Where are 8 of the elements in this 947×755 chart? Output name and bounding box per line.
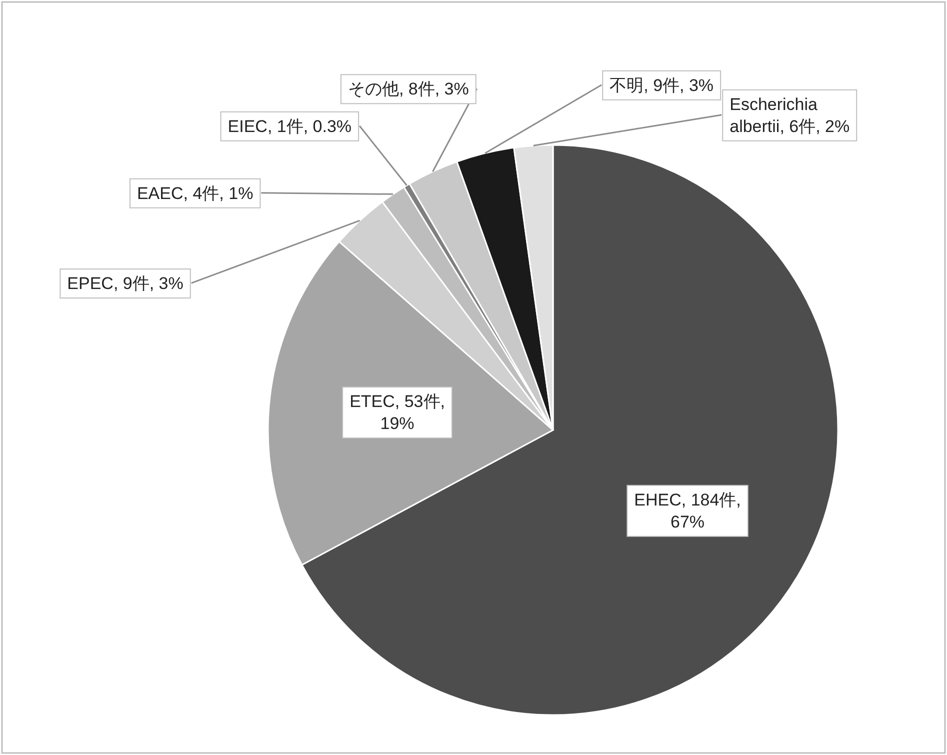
slice-label: Escherichia albertii, 6件, 2%	[730, 94, 850, 136]
slice-label: EPEC, 9件, 3%	[67, 274, 184, 294]
slice-label: EAEC, 4件, 1%	[136, 184, 254, 203]
slice-label: EHEC, 184件, 67%	[634, 490, 741, 532]
slice-label: EIEC, 1件, 0.3%	[228, 116, 352, 136]
slice-label: 不明, 9件, 3%	[610, 76, 714, 95]
slice-label: ETEC, 53件, 19%	[350, 392, 445, 434]
slice-label: その他, 8件, 3%	[348, 80, 469, 99]
